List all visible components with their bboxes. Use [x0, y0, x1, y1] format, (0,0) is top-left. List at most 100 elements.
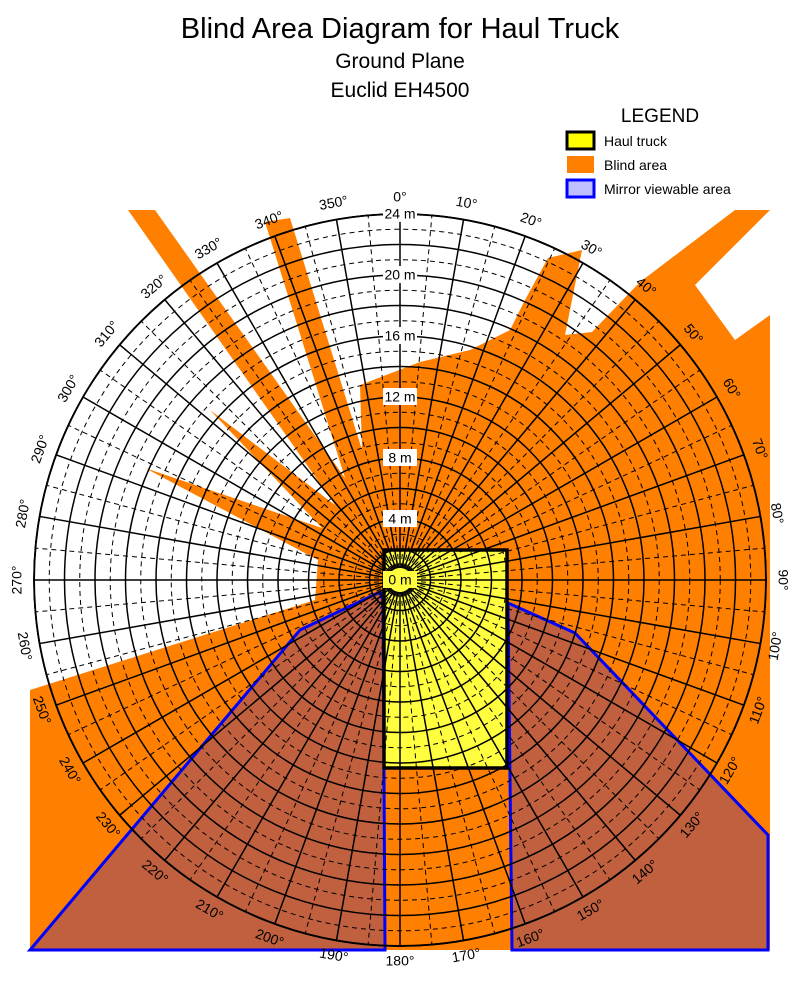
angle-label: 310°	[91, 317, 122, 349]
spoke	[274, 591, 397, 925]
spoke	[189, 279, 394, 571]
spoke	[244, 248, 396, 570]
spoke	[400, 215, 433, 569]
range-label-bg	[383, 266, 417, 283]
angle-label: 170°	[450, 945, 481, 966]
spoke	[400, 591, 433, 945]
spoke	[304, 591, 398, 934]
angle-label: 180°	[386, 953, 415, 969]
title: Blind Area Diagram for Haul Truck	[181, 13, 620, 45]
spoke	[407, 299, 636, 572]
angle-label: 330°	[192, 234, 225, 262]
spoke	[68, 424, 390, 576]
angle-label: 0°	[393, 189, 406, 205]
angle-label: 270°	[9, 566, 25, 595]
spoke	[408, 588, 660, 840]
spoke	[411, 583, 745, 706]
spoke	[411, 515, 761, 579]
spoke	[401, 591, 465, 941]
spoke	[99, 586, 391, 791]
angle-label: 20°	[518, 209, 543, 231]
spoke	[39, 515, 389, 579]
angle-label: 280°	[12, 498, 33, 529]
spoke	[403, 591, 526, 925]
range-label-bg	[383, 205, 417, 222]
angle-label: 260°	[15, 630, 36, 661]
range-label: 4 m	[388, 511, 411, 527]
range-label-bg	[383, 449, 417, 466]
angle-label: 30°	[578, 236, 604, 260]
range-label-bg	[383, 388, 417, 405]
spoke	[46, 484, 389, 578]
legend-title: LEGEND	[621, 106, 699, 127]
spoke	[119, 587, 392, 816]
angle-label: 300°	[54, 372, 82, 405]
spoke	[35, 580, 389, 613]
spoke	[39, 581, 389, 645]
spoke	[189, 589, 394, 881]
spoke	[410, 585, 718, 764]
spoke	[55, 454, 389, 577]
range-label: 24 m	[384, 206, 415, 222]
spoke	[404, 248, 556, 570]
spoke	[408, 344, 681, 573]
legend-label: Haul truck	[604, 133, 668, 149]
angle-label: 100°	[765, 630, 786, 661]
polar-grid	[33, 213, 767, 947]
spoke	[140, 320, 392, 572]
spoke	[367, 591, 400, 945]
spoke	[164, 299, 393, 572]
subtitle: Ground Plane	[335, 50, 465, 73]
legend-swatch	[567, 156, 594, 173]
spoke	[304, 226, 398, 569]
angle-label: 70°	[749, 436, 771, 461]
range-label-bg	[383, 510, 417, 527]
spoke	[405, 262, 584, 570]
angle-label: 80°	[768, 502, 787, 526]
range-label: 0 m	[388, 572, 411, 588]
spoke	[46, 582, 389, 676]
spoke	[367, 215, 400, 569]
spoke	[411, 547, 765, 580]
angle-label: 350°	[318, 192, 349, 213]
spoke	[409, 369, 701, 574]
spoke	[68, 584, 390, 736]
range-label: 8 m	[388, 450, 411, 466]
spoke	[216, 590, 395, 898]
spoke	[404, 590, 556, 912]
mirror-area	[506, 600, 770, 952]
spoke	[411, 484, 754, 578]
spoke	[411, 454, 745, 577]
spoke	[408, 320, 660, 572]
spoke	[99, 369, 391, 574]
spoke	[406, 279, 611, 571]
angle-label: 190°	[318, 945, 349, 966]
range-label-bg	[383, 571, 417, 588]
legend-swatch	[565, 130, 596, 151]
spoke	[411, 580, 765, 613]
spoke	[335, 591, 399, 941]
spoke	[274, 235, 397, 569]
spoke	[403, 235, 526, 569]
angle-label: 290°	[27, 433, 52, 466]
legend-label: Mirror viewable area	[604, 181, 731, 197]
spoke	[82, 585, 390, 764]
range-label: 12 m	[384, 389, 415, 405]
spoke	[216, 262, 395, 570]
angle-label: 320°	[137, 271, 169, 302]
spoke	[244, 590, 396, 912]
spoke	[402, 226, 496, 569]
spoke	[409, 586, 701, 791]
spoke	[119, 344, 392, 573]
spoke	[408, 587, 681, 816]
spoke	[164, 588, 393, 861]
range-label: 20 m	[384, 267, 415, 283]
angle-label: 90°	[775, 569, 791, 590]
spoke	[410, 584, 732, 736]
range-label: 16 m	[384, 328, 415, 344]
spoke	[406, 589, 611, 881]
spoke	[411, 581, 761, 645]
spoke	[35, 547, 389, 580]
